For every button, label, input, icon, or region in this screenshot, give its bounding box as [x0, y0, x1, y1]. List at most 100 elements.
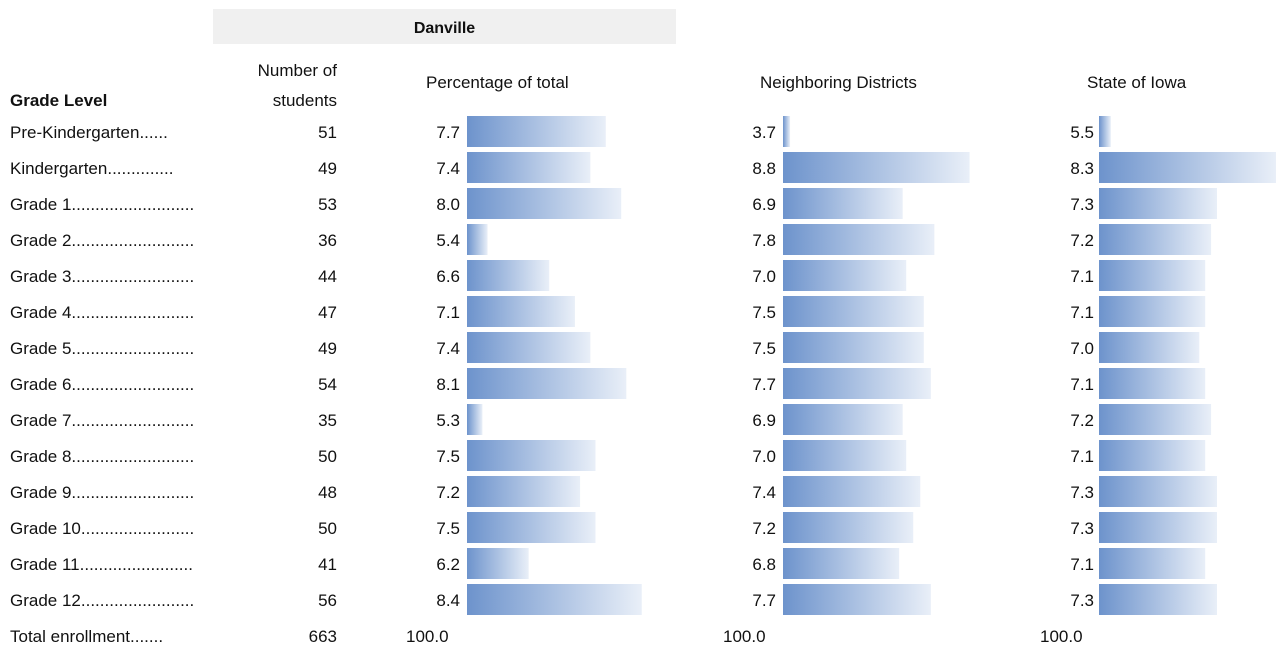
state-value: 7.2 — [1070, 411, 1094, 430]
state-value: 7.3 — [1070, 483, 1094, 502]
neighboring-bar — [783, 584, 931, 615]
state-value: 7.2 — [1070, 231, 1094, 250]
grade-level-header: Grade Level — [10, 91, 108, 110]
state-bar — [1099, 368, 1206, 399]
danville-pct-value: 6.6 — [436, 267, 460, 286]
row-label: Grade 5.......................... — [10, 339, 195, 358]
danville-pct-bar — [467, 224, 488, 255]
state-bar — [1099, 548, 1206, 579]
row-label: Grade 10........................ — [10, 519, 195, 538]
danville-pct-bar — [467, 116, 606, 147]
danville-pct-value: 7.1 — [436, 303, 460, 322]
neighboring-bar — [783, 440, 907, 471]
state-bar — [1099, 512, 1217, 543]
student-count: 35 — [318, 411, 337, 430]
neighboring-value: 7.4 — [752, 483, 776, 502]
danville-pct-value: 7.4 — [436, 159, 460, 178]
danville-pct-value: 7.5 — [436, 519, 460, 538]
danville-pct-bar — [467, 584, 642, 615]
neighboring-bar — [783, 512, 914, 543]
neighboring-bar — [783, 116, 791, 147]
student-count: 54 — [318, 375, 337, 394]
danville-pct-bar — [467, 440, 596, 471]
student-count: 49 — [318, 339, 337, 358]
row-label: Grade 4.......................... — [10, 303, 195, 322]
danville-pct-value: 7.7 — [436, 123, 460, 142]
danville-pct-value: 8.4 — [436, 591, 460, 610]
students-header-line2: students — [272, 91, 337, 110]
row-label: Kindergarten.............. — [10, 159, 174, 178]
state-value: 7.3 — [1070, 195, 1094, 214]
state-bar — [1099, 404, 1212, 435]
neighboring-bar — [783, 332, 924, 363]
state-value: 7.0 — [1070, 339, 1094, 358]
neighboring-bar — [783, 548, 900, 579]
neighboring-value: 8.8 — [752, 159, 776, 178]
neighboring-value: 7.5 — [752, 303, 776, 322]
state-value: 7.3 — [1070, 591, 1094, 610]
state-value: 7.1 — [1070, 375, 1094, 394]
row-label: Grade 8.......................... — [10, 447, 195, 466]
students-header-line1: Number of — [257, 61, 337, 80]
neighboring-bar — [783, 152, 970, 183]
total-students: 663 — [308, 627, 337, 646]
student-count: 41 — [318, 555, 337, 574]
danville-pct-value: 6.2 — [436, 555, 460, 574]
state-header: State of Iowa — [1087, 73, 1187, 92]
state-value: 7.3 — [1070, 519, 1094, 538]
neighboring-bar — [783, 188, 903, 219]
percentage-header: Percentage of total — [426, 73, 569, 92]
total-label: Total enrollment....... — [10, 627, 164, 646]
student-count: 56 — [318, 591, 337, 610]
neighboring-value: 7.2 — [752, 519, 776, 538]
state-bar — [1099, 584, 1217, 615]
neighboring-bar — [783, 368, 931, 399]
neighboring-value: 3.7 — [752, 123, 776, 142]
total-neighboring: 100.0 — [723, 627, 766, 646]
danville-pct-bar — [467, 296, 575, 327]
state-bar — [1099, 332, 1200, 363]
row-label: Grade 2.......................... — [10, 231, 195, 250]
danville-pct-value: 8.0 — [436, 195, 460, 214]
danville-pct-bar — [467, 260, 550, 291]
student-count: 36 — [318, 231, 337, 250]
danville-pct-bar — [467, 188, 622, 219]
neighboring-bar — [783, 476, 921, 507]
student-count: 51 — [318, 123, 337, 142]
row-label: Grade 12........................ — [10, 591, 195, 610]
student-count: 50 — [318, 447, 337, 466]
neighboring-value: 6.9 — [752, 195, 776, 214]
danville-pct-value: 8.1 — [436, 375, 460, 394]
danville-pct-value: 7.2 — [436, 483, 460, 502]
danville-pct-bar — [467, 332, 591, 363]
state-bar — [1099, 260, 1206, 291]
district-header-banner — [213, 9, 676, 44]
neighboring-value: 7.5 — [752, 339, 776, 358]
row-label: Grade 9.......................... — [10, 483, 195, 502]
state-bar — [1099, 152, 1276, 183]
student-count: 49 — [318, 159, 337, 178]
neighboring-value: 7.8 — [752, 231, 776, 250]
state-bar — [1099, 476, 1217, 507]
neighboring-bar — [783, 224, 935, 255]
neighboring-value: 6.8 — [752, 555, 776, 574]
neighboring-bar — [783, 296, 924, 327]
danville-pct-value: 7.4 — [436, 339, 460, 358]
danville-pct-bar — [467, 368, 627, 399]
danville-pct-value: 5.4 — [436, 231, 460, 250]
danville-pct-bar — [467, 548, 529, 579]
neighboring-value: 7.7 — [752, 591, 776, 610]
row-label: Pre-Kindergarten...... — [10, 123, 168, 142]
state-bar — [1099, 440, 1206, 471]
state-bar — [1099, 116, 1111, 147]
district-title: Danville — [413, 20, 476, 37]
state-value: 7.1 — [1070, 555, 1094, 574]
neighboring-value: 6.9 — [752, 411, 776, 430]
student-count: 48 — [318, 483, 337, 502]
state-bar — [1099, 224, 1212, 255]
danville-pct-bar — [467, 404, 483, 435]
state-value: 7.1 — [1070, 303, 1094, 322]
row-label: Grade 11........................ — [10, 555, 193, 574]
neighboring-header: Neighboring Districts — [760, 73, 917, 92]
